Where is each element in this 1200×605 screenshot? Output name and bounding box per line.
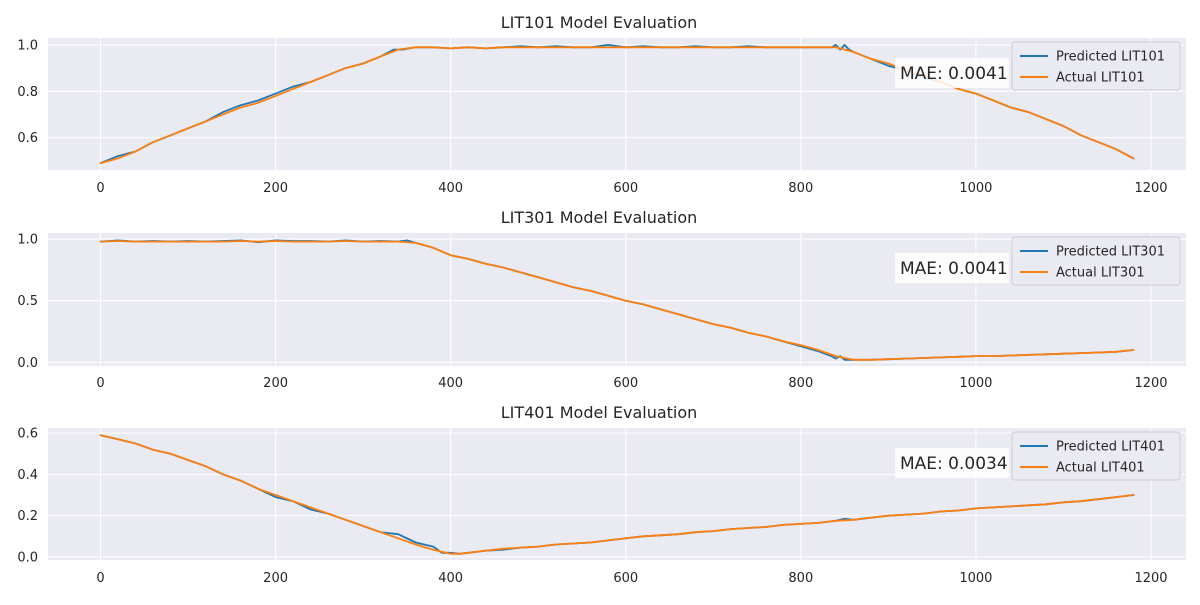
y-tick-label: 1.0 [17,233,38,248]
x-tick-label: 1200 [1134,181,1167,196]
series-line-actual [99,46,1135,164]
legend [1011,236,1181,286]
chart-title: LIT301 Model Evaluation [501,208,698,227]
subplot-1: 0 200 400 600 800 1000 1200 0.6 0.8 1.0 LIT101 Mod… [17,13,1186,196]
x-tick-label: 1200 [1134,571,1167,586]
legend-label: Predicted LIT301 [1056,245,1165,260]
mae-annotation: MAE: 0.0034 [900,454,1008,474]
y-tick-label: 1.0 [17,38,38,53]
y-tick-label: 0.6 [17,131,38,146]
mae-annotation: MAE: 0.0041 [900,259,1008,279]
chart-title: LIT401 Model Evaluation [501,403,698,422]
x-tick-label: 800 [788,571,813,586]
legend-label: Actual LIT101 [1056,71,1145,86]
x-tick-label: 600 [613,181,638,196]
mae-annotation: MAE: 0.0041 [900,64,1008,84]
x-tick-label: 200 [263,181,288,196]
y-tick-label: 0.8 [17,85,38,100]
x-tick-label: 400 [438,571,463,586]
x-tick-label: 0 [96,181,104,196]
legend-label: Predicted LIT401 [1056,440,1165,455]
x-tick-label: 200 [263,571,288,586]
y-tick-label: 0.5 [17,294,38,309]
x-tick-label: 600 [613,571,638,586]
x-tick-label: 400 [438,181,463,196]
x-tick-label: 800 [788,181,813,196]
x-tick-label: 1000 [959,376,992,391]
chart-title: LIT101 Model Evaluation [501,13,698,32]
mae-box [895,253,1009,283]
legend [1011,431,1181,481]
x-tick-label: 200 [263,376,288,391]
y-tick-label: 0.0 [17,550,38,565]
series-line-actual [99,240,1135,361]
legend [1011,41,1181,91]
x-tick-label: 600 [613,376,638,391]
y-tick-label: 0.4 [17,468,38,483]
legend-label: Actual LIT401 [1056,461,1145,476]
x-tick-label: 400 [438,376,463,391]
x-tick-label: 1000 [959,571,992,586]
subplot-2: 0 200 400 600 800 1000 1200 0.0 0.5 1.0 LIT301 Mod… [17,208,1186,391]
y-tick-label: 0.0 [17,356,38,371]
mae-box [895,448,1009,478]
x-tick-label: 1200 [1134,376,1167,391]
x-tick-label: 0 [96,571,104,586]
y-tick-label: 0.6 [17,427,38,442]
subplot-3: 0 200 400 600 800 1000 1200 0.0 0.2 0.4 0.6 LIT401 … [17,403,1186,586]
x-tick-label: 0 [96,376,104,391]
mae-box [895,58,1009,88]
legend-label: Predicted LIT101 [1056,50,1165,65]
x-tick-label: 800 [788,376,813,391]
series-line-actual [99,434,1135,555]
x-tick-label: 1000 [959,181,992,196]
y-tick-label: 0.2 [17,509,38,524]
legend-label: Actual LIT301 [1056,266,1145,281]
